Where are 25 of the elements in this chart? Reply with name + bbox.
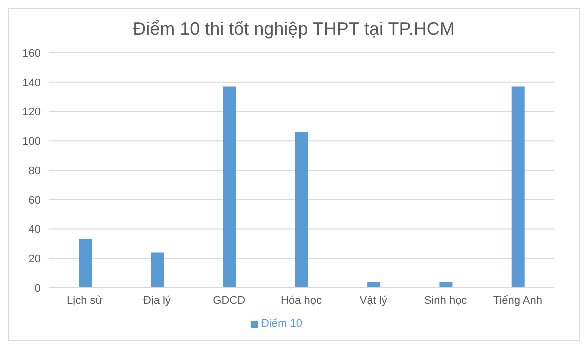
x-tick-label: Sinh học <box>424 294 468 307</box>
bar <box>368 282 381 288</box>
bar <box>295 132 308 288</box>
y-tick-label: 40 <box>28 224 41 236</box>
bar <box>223 86 236 288</box>
bar <box>512 86 525 288</box>
bar <box>440 282 453 288</box>
y-tick-label: 0 <box>34 282 41 295</box>
y-tick-label: 100 <box>22 136 41 148</box>
bar <box>151 252 164 288</box>
x-tick-label: Vật lý <box>360 294 388 307</box>
y-tick-label: 20 <box>28 254 41 266</box>
y-tick-label: 60 <box>28 194 41 207</box>
x-tick-label: GDCD <box>213 294 246 307</box>
bar <box>79 240 92 288</box>
x-tick-label: Hóa học <box>281 294 322 307</box>
x-tick-label: Tiếng Anh <box>493 294 542 307</box>
legend-label: Điểm 10 <box>262 318 302 330</box>
chart-title: Điểm 10 thi tốt nghiệp THPT tại TP.HCM <box>132 19 456 41</box>
y-tick-label: 160 <box>22 48 41 60</box>
y-tick-label: 140 <box>22 77 41 90</box>
y-tick-label: 120 <box>22 106 41 119</box>
x-tick-label: Địa lý <box>143 294 172 307</box>
y-tick-label: 80 <box>28 165 41 178</box>
x-tick-label: Lịch sử <box>67 294 104 307</box>
